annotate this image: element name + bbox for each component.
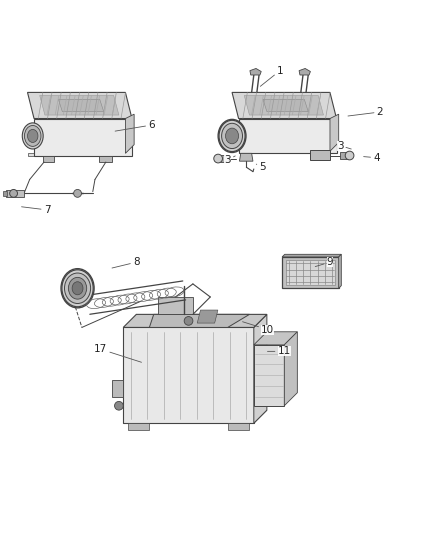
Polygon shape [299,68,311,75]
Polygon shape [330,114,339,151]
Ellipse shape [62,270,93,307]
Polygon shape [3,191,7,196]
Polygon shape [123,410,267,423]
Polygon shape [99,156,113,162]
Polygon shape [43,156,53,162]
Text: 6: 6 [115,120,155,131]
Polygon shape [123,314,267,327]
Polygon shape [340,152,348,159]
Text: 11: 11 [268,346,291,357]
Polygon shape [339,254,341,288]
Polygon shape [28,92,132,118]
Circle shape [74,189,81,197]
Polygon shape [127,423,149,430]
Circle shape [115,401,123,410]
Circle shape [10,189,18,197]
Polygon shape [240,154,253,161]
Polygon shape [6,190,24,197]
Polygon shape [254,314,267,423]
Polygon shape [311,150,330,160]
Polygon shape [123,327,254,423]
Polygon shape [244,95,323,115]
Ellipse shape [25,125,41,147]
Text: 1: 1 [260,66,283,86]
Text: 8: 8 [112,257,140,268]
Ellipse shape [68,277,87,299]
Polygon shape [286,261,335,285]
Text: 7: 7 [21,205,50,215]
Polygon shape [149,314,250,327]
Ellipse shape [226,128,239,144]
Polygon shape [228,423,250,430]
Polygon shape [239,118,336,154]
Text: 2: 2 [348,107,383,117]
Text: 9: 9 [315,257,333,267]
Ellipse shape [222,123,243,149]
Text: 4: 4 [364,152,380,163]
Polygon shape [34,118,132,156]
Ellipse shape [28,130,38,142]
Ellipse shape [72,282,83,295]
Text: 5: 5 [256,162,266,172]
Text: 17: 17 [94,344,141,362]
Polygon shape [28,154,125,156]
Polygon shape [158,297,193,314]
Ellipse shape [22,123,43,149]
Polygon shape [284,332,297,406]
Polygon shape [40,95,119,115]
Polygon shape [232,92,336,118]
Polygon shape [254,345,284,406]
Polygon shape [250,68,261,75]
Circle shape [214,154,223,163]
Polygon shape [263,99,308,111]
Text: 3: 3 [224,155,235,165]
Polygon shape [113,379,123,397]
Polygon shape [282,257,339,288]
Ellipse shape [64,273,91,303]
Polygon shape [282,254,341,257]
Circle shape [184,317,193,325]
Polygon shape [125,114,134,154]
Polygon shape [254,332,297,345]
Polygon shape [220,155,228,162]
Ellipse shape [219,120,245,151]
Text: 3: 3 [337,141,351,150]
Polygon shape [197,310,218,323]
Polygon shape [58,99,104,111]
Text: 10: 10 [243,322,274,335]
Circle shape [345,151,354,160]
